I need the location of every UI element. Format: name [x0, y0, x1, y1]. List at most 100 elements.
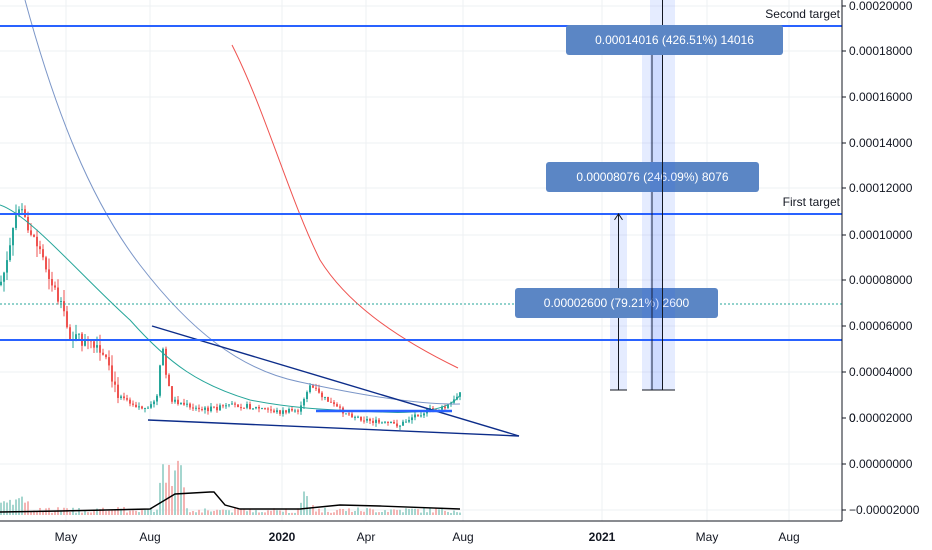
volume-bar: [273, 508, 275, 515]
candle-body: [381, 422, 383, 424]
candle-body: [204, 407, 206, 410]
volume-bar: [357, 507, 359, 515]
time-tick-label: Aug: [139, 530, 160, 544]
volume-bar: [186, 508, 188, 515]
candle-body: [408, 420, 410, 422]
candle-body: [138, 406, 140, 408]
volume-bar: [327, 511, 329, 515]
grid: [0, 0, 842, 521]
volume-bar: [423, 507, 425, 515]
candle-body: [99, 345, 101, 353]
candle-body: [267, 408, 269, 410]
candle-body: [105, 354, 107, 358]
candle-body: [330, 401, 332, 403]
volume-bar: [75, 512, 77, 515]
volume-bar: [231, 512, 233, 515]
candle-body: [255, 406, 257, 409]
volume-bar: [318, 508, 320, 515]
volume-bar: [360, 511, 362, 515]
measure-label-box: [566, 25, 783, 55]
volume-bar: [183, 487, 185, 515]
measure-label-text: 0.00002600 (79.21%) 2600: [544, 296, 690, 310]
candle-body: [135, 404, 137, 408]
measure-label-box: [546, 162, 759, 192]
volume-bar: [375, 512, 377, 515]
volume-bar: [261, 512, 263, 515]
candle-body: [279, 410, 281, 414]
volume-bar: [288, 512, 290, 515]
candle-body: [240, 407, 242, 409]
volume-bar: [81, 512, 83, 515]
candle-body: [159, 365, 161, 396]
volume-bar: [372, 509, 374, 515]
volume-bar: [138, 512, 140, 515]
candle-body: [9, 245, 11, 261]
volume-bar: [237, 507, 239, 515]
candle-body: [93, 341, 95, 348]
time-tick-label: Apr: [357, 530, 376, 544]
candle-body: [126, 398, 128, 400]
candle-body: [36, 236, 38, 247]
candle-body: [177, 399, 179, 405]
volume-bar: [189, 512, 191, 515]
candle-body: [18, 209, 20, 216]
time-axis[interactable]: May Aug 2020 Apr Aug 2021 May Aug: [0, 520, 842, 550]
candle-body: [432, 408, 434, 410]
candle-body: [324, 396, 326, 398]
candle-body: [351, 413, 353, 418]
volume-bar: [441, 507, 443, 515]
volume-bar: [156, 509, 158, 515]
candle-body: [369, 418, 371, 421]
candle-body: [183, 402, 185, 405]
candle-body: [399, 425, 401, 427]
time-tick-label: May: [696, 530, 719, 544]
volume-bar: [27, 501, 29, 515]
volume-bar: [405, 508, 407, 515]
volume-bar: [315, 511, 317, 515]
volume-bar: [150, 507, 152, 515]
volume-bar: [69, 512, 71, 515]
volume-bar: [219, 510, 221, 515]
volume-bar: [228, 510, 230, 515]
candle-body: [63, 301, 65, 312]
candle-body: [45, 257, 47, 270]
price-tick-label: 0.00008000: [849, 273, 913, 287]
volume-bar: [12, 504, 14, 515]
candle-body: [84, 339, 86, 346]
candle-body: [219, 405, 221, 411]
candle-body: [165, 348, 167, 375]
candle-body: [60, 301, 62, 303]
volume-bar: [123, 507, 125, 515]
candle-body: [48, 269, 50, 280]
volume-bar: [378, 512, 380, 515]
candle-body: [444, 406, 446, 409]
volume-bar: [9, 499, 11, 515]
volume-bar: [267, 510, 269, 515]
candle-body: [192, 407, 194, 409]
volume-bar: [114, 510, 116, 515]
candle-body: [66, 311, 68, 328]
volume-bar: [450, 512, 452, 515]
candle-body: [123, 396, 125, 399]
candle-body: [144, 407, 146, 409]
volume-bar: [339, 508, 341, 515]
price-axis[interactable]: 0.00020000 0.00018000 0.00016000 0.00014000…: [841, 0, 932, 550]
price-tick-label: 0.00020000: [849, 0, 913, 13]
volume-bar: [126, 512, 128, 515]
price-tick-label: 0.00018000: [849, 44, 913, 58]
volume-bar: [324, 507, 326, 515]
volume-bar: [348, 508, 350, 515]
candle-body: [258, 406, 260, 409]
volume-bar: [3, 501, 5, 515]
volume-bar: [36, 511, 38, 515]
ma-slow-line: [231, 44, 459, 369]
candle-body: [282, 410, 284, 414]
candle-body: [357, 416, 359, 418]
candle-body: [405, 421, 407, 423]
candle-body: [441, 406, 443, 410]
volume-bar: [60, 510, 62, 515]
volume-bar: [96, 508, 98, 515]
volume-bar: [93, 510, 95, 515]
candle-body: [372, 420, 374, 423]
